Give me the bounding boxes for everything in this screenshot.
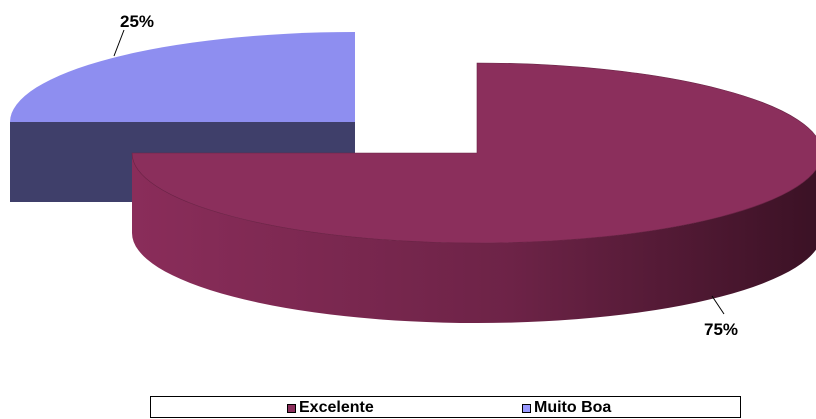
legend-item-excelente: Excelente	[287, 399, 374, 417]
leader-line-excelente	[711, 295, 725, 315]
legend-swatch-excelente	[287, 403, 296, 413]
leader-line-muito-boa	[113, 29, 125, 57]
slice-excelente-side	[132, 153, 816, 323]
slice-excelente	[131, 62, 816, 323]
legend-swatch-muito-boa	[522, 403, 531, 413]
legend-label-excelente: Excelente	[299, 399, 374, 416]
data-label-muito-boa: 25%	[120, 12, 154, 31]
legend-label-muito-boa: Muito Boa	[534, 399, 612, 416]
pie-chart: 25% 75%	[10, 12, 816, 339]
slice-excelente-top	[131, 62, 816, 244]
data-label-excelente: 75%	[704, 320, 738, 339]
legend: Excelente Muito Boa	[150, 396, 741, 418]
slice-muito-boa-top	[10, 32, 355, 122]
legend-item-muito-boa: Muito Boa	[522, 399, 611, 417]
